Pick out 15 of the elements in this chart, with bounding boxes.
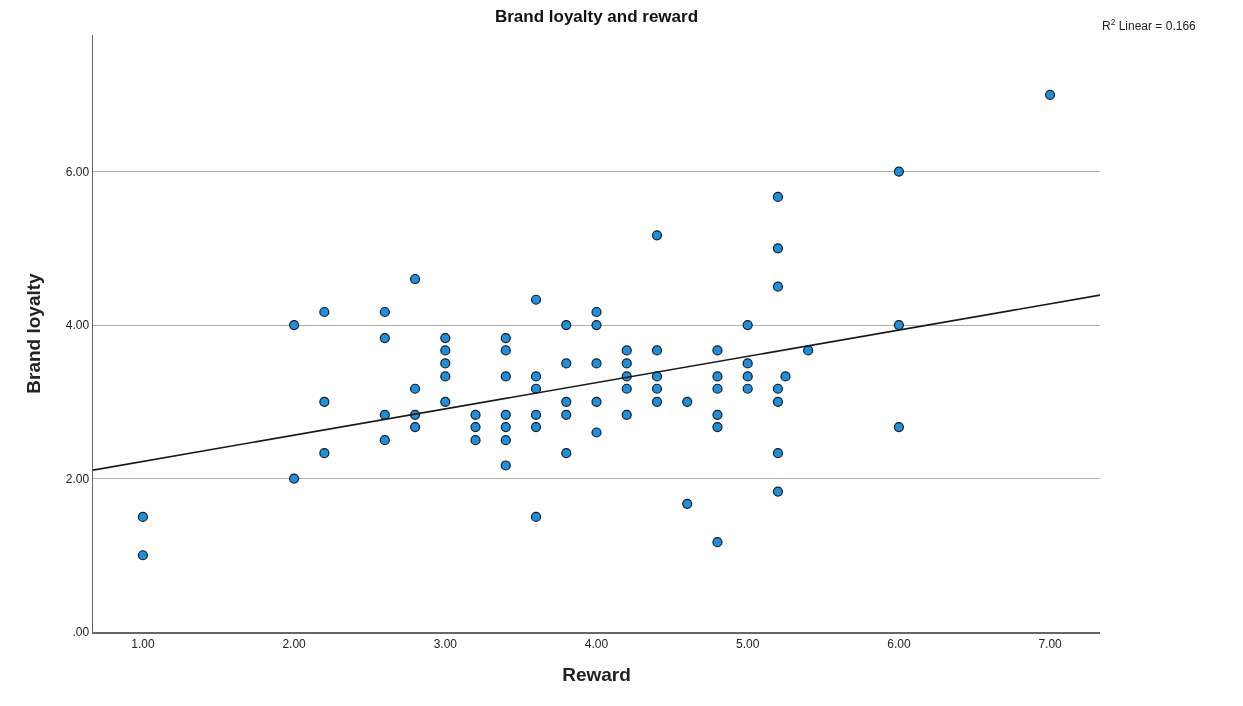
text: R$^{2}$ Linear = 0.166 (1102, 17, 1197, 34)
y-tick-label: 6.00 (65, 164, 90, 179)
x-tick-label: 1.00 (131, 636, 155, 651)
x-tick-label: 6.00 (887, 636, 911, 651)
x-tick-label: 5.00 (736, 636, 760, 651)
y-tick-label: 4.00 (65, 318, 90, 333)
x-tick-label: 2.00 (282, 636, 307, 651)
x-axis-title: Reward (562, 664, 631, 686)
y-axis-title: Brand loyalty (22, 272, 44, 394)
x-tick-label: 4.00 (584, 636, 609, 651)
chart-title: Brand loyalty and reward (494, 7, 699, 27)
x-tick-label: 3.00 (433, 636, 458, 651)
y-tick-label: .00 (72, 625, 90, 640)
x-tick-label: 7.00 (1038, 636, 1063, 651)
y-tick-label: 2.00 (65, 471, 90, 486)
